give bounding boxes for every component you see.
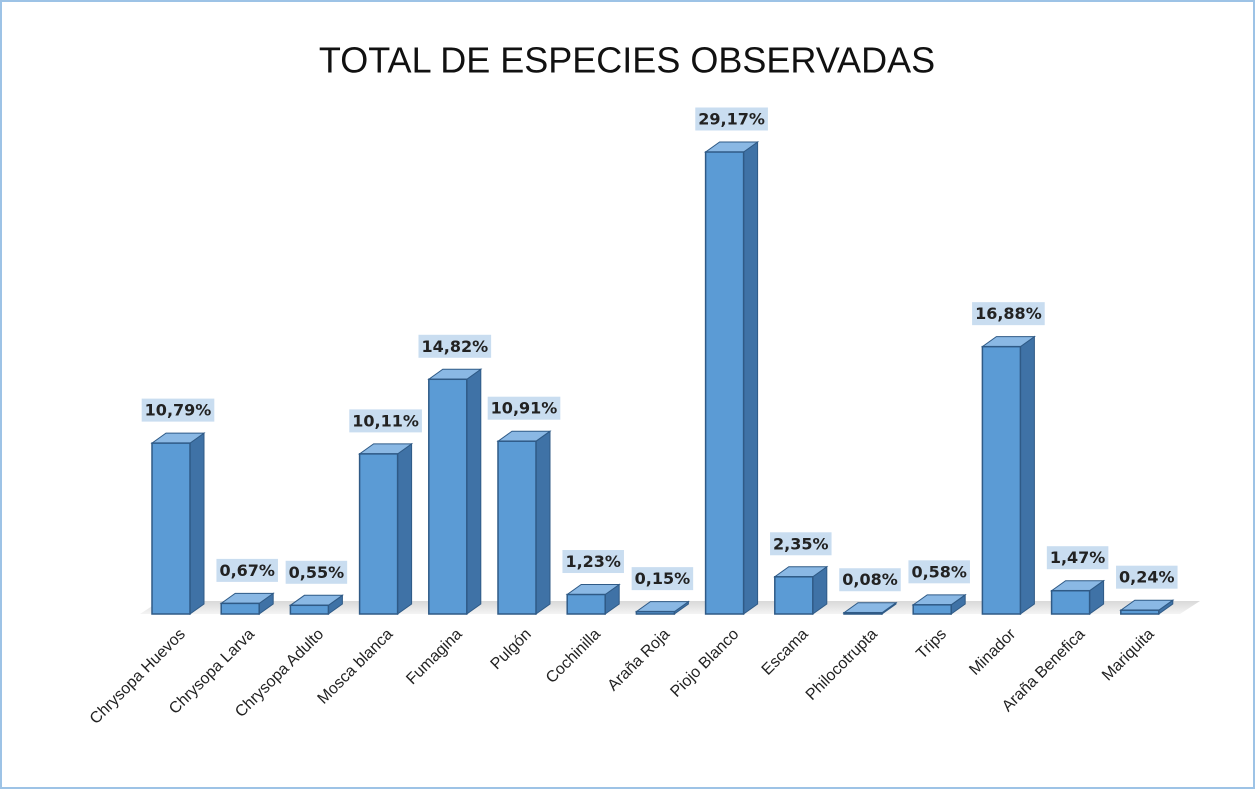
value-label-box xyxy=(214,556,280,584)
bar xyxy=(428,378,468,615)
value-label-box xyxy=(837,566,903,594)
value-label: 0,67% xyxy=(219,561,275,580)
bar xyxy=(912,604,952,615)
value-label-box xyxy=(139,396,217,424)
value-label-box xyxy=(347,407,424,435)
value-label-box xyxy=(283,558,350,586)
value-label: 14,82% xyxy=(421,337,488,356)
bar xyxy=(704,151,745,615)
value-label-box xyxy=(906,558,972,586)
value-label-box xyxy=(1114,563,1180,591)
value-label-box xyxy=(768,530,834,558)
bar xyxy=(151,442,191,615)
bar-side xyxy=(743,141,759,615)
bar-side xyxy=(397,442,413,615)
value-label: 10,11% xyxy=(352,411,419,430)
value-label: 0,15% xyxy=(635,569,691,588)
bar xyxy=(220,602,260,615)
chart-title: TOTAL DE ESPECIES OBSERVADAS xyxy=(319,40,935,81)
value-label: 1,47% xyxy=(1050,548,1106,567)
value-label: 29,17% xyxy=(698,110,765,129)
value-label: 1,23% xyxy=(565,552,621,571)
value-label-box xyxy=(416,332,494,360)
bar xyxy=(843,611,883,615)
bar-side xyxy=(466,368,482,615)
value-label-box xyxy=(560,548,626,576)
value-label-box xyxy=(970,300,1047,328)
bar-side xyxy=(1019,335,1035,615)
bar-side xyxy=(189,432,205,615)
bar xyxy=(1120,609,1160,615)
value-label-box xyxy=(485,394,563,422)
bar xyxy=(289,604,330,615)
value-label: 10,91% xyxy=(491,399,558,418)
bar xyxy=(774,576,814,615)
bar xyxy=(497,440,537,615)
value-label: 10,79% xyxy=(145,401,212,420)
value-label: 16,88% xyxy=(975,304,1042,323)
value-label-box xyxy=(693,105,770,133)
value-label: 2,35% xyxy=(773,534,829,553)
value-label-box xyxy=(1044,544,1111,572)
value-label-box xyxy=(629,565,696,593)
bar xyxy=(635,610,676,615)
value-label: 0,08% xyxy=(842,570,898,589)
bar xyxy=(1050,589,1091,615)
value-label: 0,55% xyxy=(289,563,345,582)
bar xyxy=(566,593,606,615)
bar xyxy=(981,345,1022,615)
value-label: 0,58% xyxy=(911,562,967,581)
value-label: 0,24% xyxy=(1119,568,1175,587)
bar xyxy=(358,453,399,615)
bar-side xyxy=(535,430,551,615)
